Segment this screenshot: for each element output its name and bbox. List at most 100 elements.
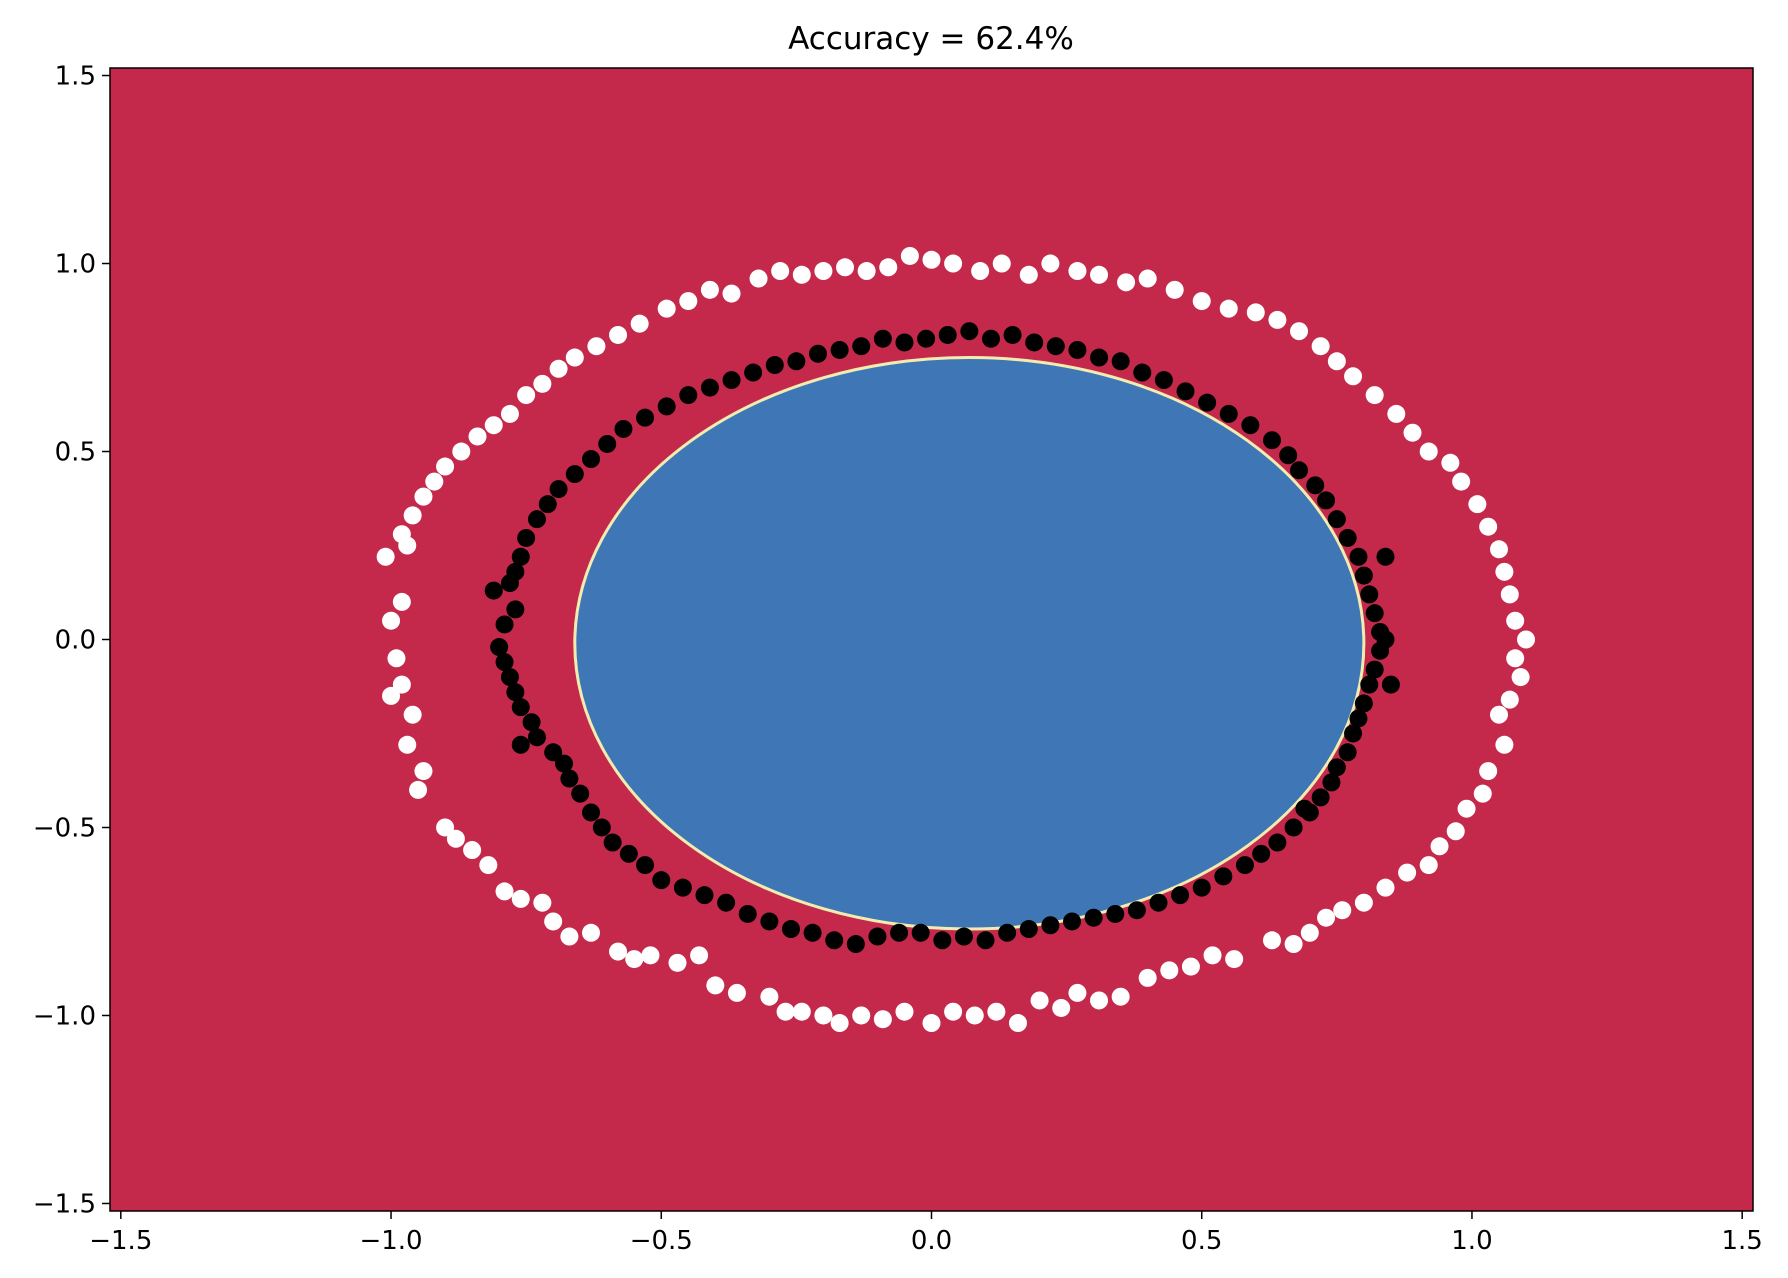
- scatter-point-series-1: [1219, 404, 1238, 423]
- scatter-point-series-1: [549, 480, 568, 499]
- scatter-point-series-0: [398, 735, 417, 754]
- scatter-point-series-0: [560, 927, 579, 946]
- scatter-point-series-0: [776, 1002, 795, 1021]
- scatter-point-series-1: [830, 340, 849, 359]
- scatter-point-series-0: [1290, 322, 1309, 341]
- scatter-point-series-0: [1225, 950, 1244, 969]
- scatter-point-series-1: [868, 927, 887, 946]
- scatter-point-series-0: [544, 912, 563, 931]
- scatter-point-series-0: [1246, 303, 1265, 322]
- scatter-point-series-1: [1376, 547, 1395, 566]
- scatter-point-series-1: [1019, 920, 1038, 939]
- scatter-point-series-0: [1300, 923, 1319, 942]
- scatter-point-series-0: [382, 686, 401, 705]
- scatter-point-series-1: [960, 322, 979, 341]
- scatter-point-series-0: [436, 818, 455, 837]
- scatter-point-series-1: [1003, 325, 1022, 344]
- scatter-point-series-0: [403, 506, 422, 525]
- scatter-point-series-0: [1495, 735, 1514, 754]
- scatter-point-series-1: [500, 668, 519, 687]
- scatter-point-series-1: [1268, 833, 1287, 852]
- scatter-point-series-0: [468, 427, 487, 446]
- scatter-point-series-0: [609, 325, 628, 344]
- scatter-point-series-1: [544, 743, 563, 762]
- scatter-point-series-1: [852, 337, 871, 356]
- scatter-point-series-0: [1117, 273, 1136, 292]
- scatter-point-series-0: [1446, 822, 1465, 841]
- scatter-point-series-1: [1365, 660, 1384, 679]
- scatter-point-series-1: [1252, 844, 1271, 863]
- scatter-point-series-1: [938, 325, 957, 344]
- y-tick-label: 1.5: [55, 62, 96, 92]
- class-1-region: [573, 356, 1366, 931]
- scatter-point-series-1: [781, 920, 800, 939]
- scatter-point-series-1: [1322, 773, 1341, 792]
- scatter-point-series-0: [549, 359, 568, 378]
- scatter-point-series-0: [1052, 998, 1071, 1017]
- scatter-point-series-0: [895, 1002, 914, 1021]
- scatter-point-series-1: [592, 818, 611, 837]
- scatter-point-series-1: [825, 931, 844, 950]
- scatter-point-series-1: [506, 562, 525, 581]
- scatter-point-series-0: [690, 946, 709, 965]
- scatter-point-series-0: [1111, 987, 1130, 1006]
- scatter-point-series-1: [614, 419, 633, 438]
- scatter-point-series-0: [1327, 352, 1346, 371]
- scatter-point-series-0: [749, 269, 768, 288]
- scatter-point-series-0: [727, 983, 746, 1002]
- scatter-point-series-1: [1046, 337, 1065, 356]
- scatter-point-series-0: [1468, 495, 1487, 514]
- scatter-point-series-0: [814, 262, 833, 281]
- scatter-point-series-0: [625, 950, 644, 969]
- scatter-point-series-1: [511, 698, 530, 717]
- y-axis: −1.5 −1.0 −0.5 0.0 0.5 1.0 1.5: [33, 62, 110, 1219]
- scatter-point-series-0: [533, 374, 552, 393]
- scatter-point-series-0: [965, 1006, 984, 1025]
- scatter-point-series-1: [484, 581, 503, 600]
- scatter-point-series-0: [582, 923, 601, 942]
- scatter-point-series-1: [582, 803, 601, 822]
- scatter-point-series-0: [944, 1002, 963, 1021]
- scatter-point-series-0: [852, 1006, 871, 1025]
- scatter-point-series-1: [1327, 510, 1346, 529]
- scatter-point-series-1: [527, 510, 546, 529]
- scatter-point-series-1: [560, 769, 579, 788]
- scatter-point-series-0: [1517, 630, 1536, 649]
- scatter-point-series-1: [673, 878, 692, 897]
- scatter-point-series-0: [446, 829, 465, 848]
- scatter-point-series-0: [1473, 784, 1492, 803]
- scatter-point-series-0: [830, 1014, 849, 1033]
- scatter-point-series-0: [987, 1002, 1006, 1021]
- y-tick-label: 1.0: [55, 250, 96, 280]
- scatter-point-series-1: [917, 329, 936, 348]
- scatter-point-series-0: [1452, 472, 1471, 491]
- scatter-point-series-0: [1479, 762, 1498, 781]
- scatter-point-series-0: [1430, 837, 1449, 856]
- scatter-point-series-0: [1284, 935, 1303, 954]
- x-tick-label: −1.0: [359, 1226, 422, 1256]
- scatter-point-series-0: [1068, 983, 1087, 1002]
- scatter-point-series-0: [1030, 991, 1049, 1010]
- scatter-point-series-0: [1489, 705, 1508, 724]
- scatter-point-series-0: [922, 1014, 941, 1033]
- scatter-point-series-1: [679, 386, 698, 405]
- scatter-point-series-1: [1317, 491, 1336, 510]
- scatter-point-series-0: [1262, 931, 1281, 950]
- scatter-point-series-0: [1138, 269, 1157, 288]
- scatter-point-series-1: [1338, 528, 1357, 547]
- scatter-point-series-0: [1489, 540, 1508, 559]
- scatter-point-series-0: [630, 314, 649, 333]
- scatter-point-series-1: [738, 904, 757, 923]
- scatter-point-series-0: [792, 1002, 811, 1021]
- scatter-point-series-1: [603, 833, 622, 852]
- scatter-point-series-0: [700, 280, 719, 299]
- x-tick-label: −1.5: [89, 1226, 152, 1256]
- scatter-point-series-0: [1181, 957, 1200, 976]
- scatter-point-series-1: [1214, 867, 1233, 886]
- scatter-point-series-0: [1354, 893, 1373, 912]
- scatter-point-series-0: [873, 1010, 892, 1029]
- scatter-point-series-1: [809, 344, 828, 363]
- scatter-point-series-1: [1106, 904, 1125, 923]
- scatter-point-series-0: [1192, 292, 1211, 311]
- scatter-point-series-1: [1311, 788, 1330, 807]
